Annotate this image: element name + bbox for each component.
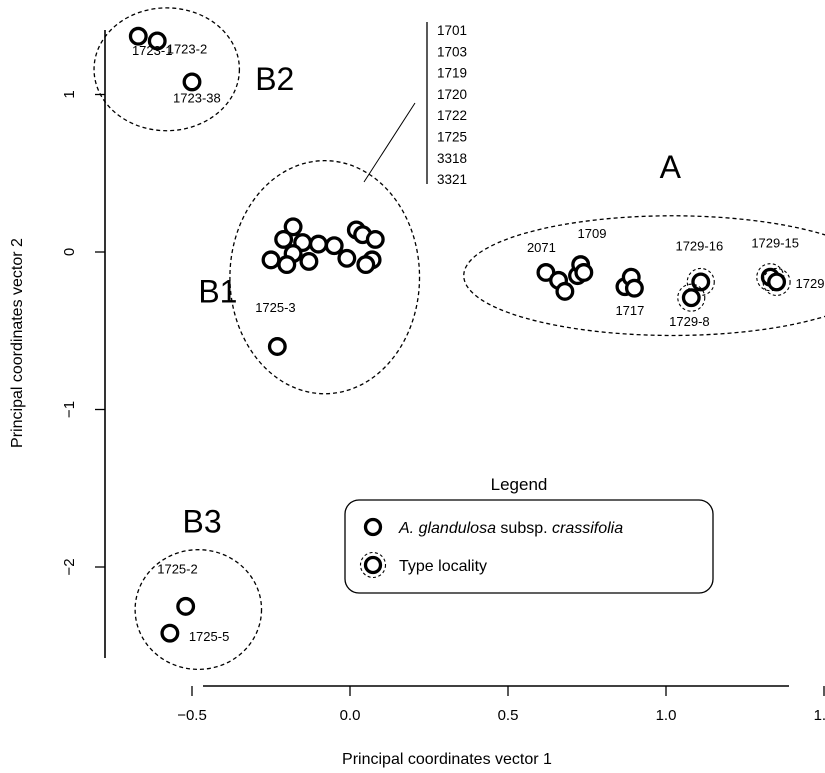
sample-list-item: 1701	[437, 23, 467, 38]
data-point	[176, 596, 196, 616]
data-point	[691, 272, 711, 292]
legend-box	[344, 499, 714, 594]
legend-marker-type-circle	[363, 555, 383, 575]
data-point	[274, 229, 294, 249]
data-point	[624, 278, 644, 298]
x-axis-title: Principal coordinates vector 1	[342, 751, 552, 768]
point-label: 2071	[527, 240, 556, 255]
group-label: B2	[255, 61, 294, 97]
sample-list-item: 1722	[437, 108, 467, 123]
x-tick-label: 1.5	[814, 707, 825, 724]
data-point	[365, 229, 385, 249]
point-label: 1725-5	[189, 629, 229, 644]
group-ellipse	[134, 549, 263, 671]
y-tick-label: −2	[61, 558, 78, 575]
data-point	[681, 288, 701, 308]
data-point	[261, 250, 281, 270]
x-tick-label: 0.0	[340, 707, 361, 724]
sample-list-item: 1719	[437, 66, 467, 81]
legend-title: Legend	[491, 475, 548, 494]
y-axis: −2 −1 0 1	[61, 30, 106, 658]
sample-list: 1701 1703 1719 1720 1722 1725 3318 3321	[437, 23, 467, 187]
sample-list-callout: 1701 1703 1719 1720 1722 1725 3318 3321	[363, 22, 467, 187]
point-label: 1725-2	[157, 561, 197, 576]
data-point	[324, 236, 344, 256]
point-label: 1729-15	[751, 235, 799, 250]
group-label: B1	[198, 273, 237, 309]
data-point	[267, 337, 287, 356]
point-label: 1729-2	[796, 276, 825, 291]
data-point	[555, 281, 575, 301]
group-ellipse	[229, 160, 421, 395]
x-tick-label: −0.5	[177, 707, 207, 724]
point-label: 1725-3	[255, 300, 295, 315]
point-label: 1729-16	[675, 238, 723, 253]
data-point	[182, 72, 202, 92]
sample-list-item: 1703	[437, 44, 467, 59]
data-point	[283, 217, 303, 237]
x-axis: −0.5 0.0 0.5 1.0 1.5	[177, 685, 825, 724]
data-point	[277, 255, 297, 275]
group-ellipses: A B1 B2 B3	[93, 7, 825, 671]
data-point	[356, 255, 376, 275]
legend-marker-type-ring	[359, 551, 387, 579]
group-ellipse	[93, 7, 241, 132]
sample-list-item: 3318	[437, 151, 467, 166]
type-locality-ring	[762, 267, 791, 296]
legend-entry-type-locality: Type locality	[399, 558, 487, 575]
x-tick-label: 0.5	[498, 707, 519, 724]
point-label: 1723-1	[132, 43, 172, 58]
data-point	[128, 26, 148, 46]
sample-list-item: 1725	[437, 130, 467, 145]
type-locality-ring	[686, 267, 715, 296]
sample-list-item: 3321	[437, 172, 467, 187]
point-label: 1723-2	[167, 42, 207, 57]
point-label: 1717	[615, 303, 644, 318]
sample-list-item: 1720	[437, 87, 467, 102]
point-label: 1729-8	[669, 314, 709, 329]
legend-entry-species: A. glandulosa subsp. crassifolia	[398, 520, 623, 537]
point-label: 1709	[578, 226, 607, 241]
data-point	[308, 234, 328, 254]
data-point	[147, 31, 167, 51]
data-point	[160, 623, 180, 643]
data-point	[574, 263, 594, 282]
data-points	[128, 26, 791, 643]
x-tick-label: 1.0	[656, 707, 677, 724]
legend-marker-circle	[363, 517, 383, 537]
x-ticks: −0.5 0.0 0.5 1.0 1.5	[177, 686, 825, 724]
point-label: 1723-38	[173, 90, 221, 105]
group-label: A	[660, 149, 682, 185]
y-axis-title: Principal coordinates vector 2	[9, 238, 26, 448]
group-ellipse	[463, 215, 825, 337]
y-ticks: −2 −1 0 1	[61, 90, 105, 576]
data-point	[337, 248, 357, 268]
data-point	[299, 252, 319, 271]
legend: Legend A. glandulosa subsp. crassifolia …	[344, 475, 714, 594]
type-locality-ring	[677, 283, 706, 312]
group-label: B3	[183, 503, 222, 539]
y-tick-label: 1	[61, 90, 78, 98]
data-point	[767, 272, 787, 292]
sample-list-pointer-line	[363, 102, 416, 183]
y-tick-label: −1	[61, 401, 78, 418]
y-tick-label: 0	[61, 248, 78, 256]
